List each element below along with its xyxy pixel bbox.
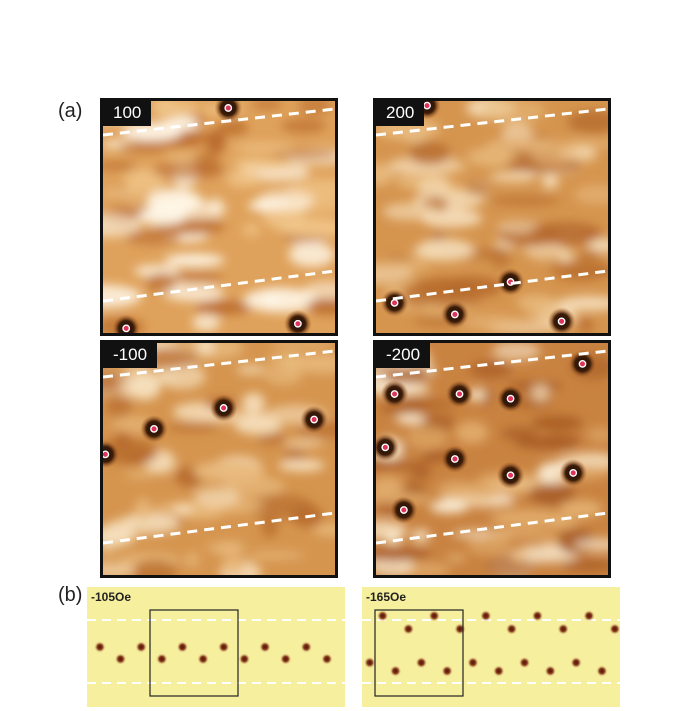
stm-image <box>103 101 335 333</box>
simulated-vortex <box>608 623 620 635</box>
simulated-vortex <box>505 623 518 635</box>
selection-box <box>374 609 464 697</box>
stm-panel-minus-200: -200 <box>373 340 611 578</box>
vortex-marker <box>450 455 459 463</box>
vortex-marker <box>450 310 459 319</box>
simulated-vortex <box>259 641 272 653</box>
vortex-marker <box>122 324 131 333</box>
vortex-marker <box>423 101 431 110</box>
field-label: 100 <box>103 101 152 126</box>
vortex-marker <box>506 394 515 403</box>
part-b-label: (b) <box>58 584 83 606</box>
vortex-marker <box>224 104 233 112</box>
part-a-label: (a) <box>58 100 83 122</box>
simulation-strip-165: -165Oe <box>362 587 620 707</box>
stm-image <box>103 343 335 575</box>
stm-panel-100: 100 <box>100 98 338 336</box>
simulated-vortex <box>176 641 189 653</box>
simulation-strip-105: -105Oe <box>87 587 345 707</box>
simulated-vortex <box>279 653 292 665</box>
boundary-dashed-line <box>103 511 335 545</box>
simulated-vortex <box>595 665 608 677</box>
simulation-image <box>362 609 620 697</box>
stm-panel-minus-100: -100 <box>100 340 338 578</box>
vortex-marker <box>455 390 464 398</box>
simulated-vortex <box>415 656 428 669</box>
simulated-vortex <box>217 641 230 653</box>
simulated-vortex <box>544 665 557 677</box>
simulated-vortex <box>389 665 402 677</box>
simulated-vortex <box>570 656 583 669</box>
stm-image <box>376 101 608 333</box>
vortex-marker <box>399 506 408 514</box>
simulated-vortex <box>155 653 168 665</box>
simulated-vortex <box>300 641 313 653</box>
field-label: 200 <box>376 101 425 126</box>
sim-field-label: -105Oe <box>91 590 132 604</box>
simulated-vortex <box>531 609 544 622</box>
boundary-dashed-line <box>376 269 608 303</box>
simulated-vortex <box>492 665 505 677</box>
simulated-vortex <box>114 653 127 665</box>
simulated-vortex <box>441 665 454 677</box>
boundary-dashed-line <box>376 511 608 545</box>
simulated-vortex <box>454 623 467 635</box>
sim-field-label: -165Oe <box>366 590 407 604</box>
boundary-dashed-line <box>376 107 608 137</box>
simulated-vortex <box>238 653 251 665</box>
stm-image <box>376 343 608 575</box>
boundary-dashed-line <box>103 107 335 137</box>
vortex-marker <box>381 443 390 452</box>
vortex-marker <box>293 319 302 328</box>
simulated-vortex <box>320 653 333 665</box>
boundary-dashed-line <box>103 269 335 303</box>
simulated-vortex <box>557 623 570 635</box>
stm-panel-200: 200 <box>373 98 611 336</box>
field-label: -200 <box>376 343 431 368</box>
boundary-dashed-line <box>103 349 335 379</box>
vortex-marker <box>103 450 110 459</box>
vortex-marker <box>310 415 319 424</box>
vortex-marker <box>390 390 399 398</box>
boundary-dashed-line <box>376 349 608 379</box>
surface-texture <box>103 101 335 333</box>
simulated-vortex <box>135 641 148 653</box>
vortex-marker <box>390 298 399 307</box>
simulated-vortex <box>583 609 596 622</box>
simulated-vortex <box>363 656 376 669</box>
field-label: -100 <box>103 343 158 368</box>
selection-box <box>149 609 239 697</box>
simulated-vortex <box>376 609 389 622</box>
simulated-vortex <box>93 641 106 653</box>
surface-texture <box>103 343 335 575</box>
simulated-vortex <box>197 653 210 665</box>
vortex-marker <box>557 317 566 326</box>
simulated-vortex <box>466 656 479 669</box>
simulated-vortex <box>402 623 415 635</box>
vortex-marker <box>219 404 228 412</box>
vortex-core <box>103 440 120 469</box>
vortex-marker <box>150 424 158 433</box>
simulated-vortex <box>518 656 531 669</box>
vortex-marker <box>569 469 578 477</box>
simulated-vortex <box>479 609 492 622</box>
simulation-image <box>87 609 345 697</box>
vortex-core <box>112 314 141 333</box>
vortex-marker <box>578 359 587 368</box>
vortex-marker <box>506 471 515 480</box>
simulated-vortex <box>428 609 441 622</box>
